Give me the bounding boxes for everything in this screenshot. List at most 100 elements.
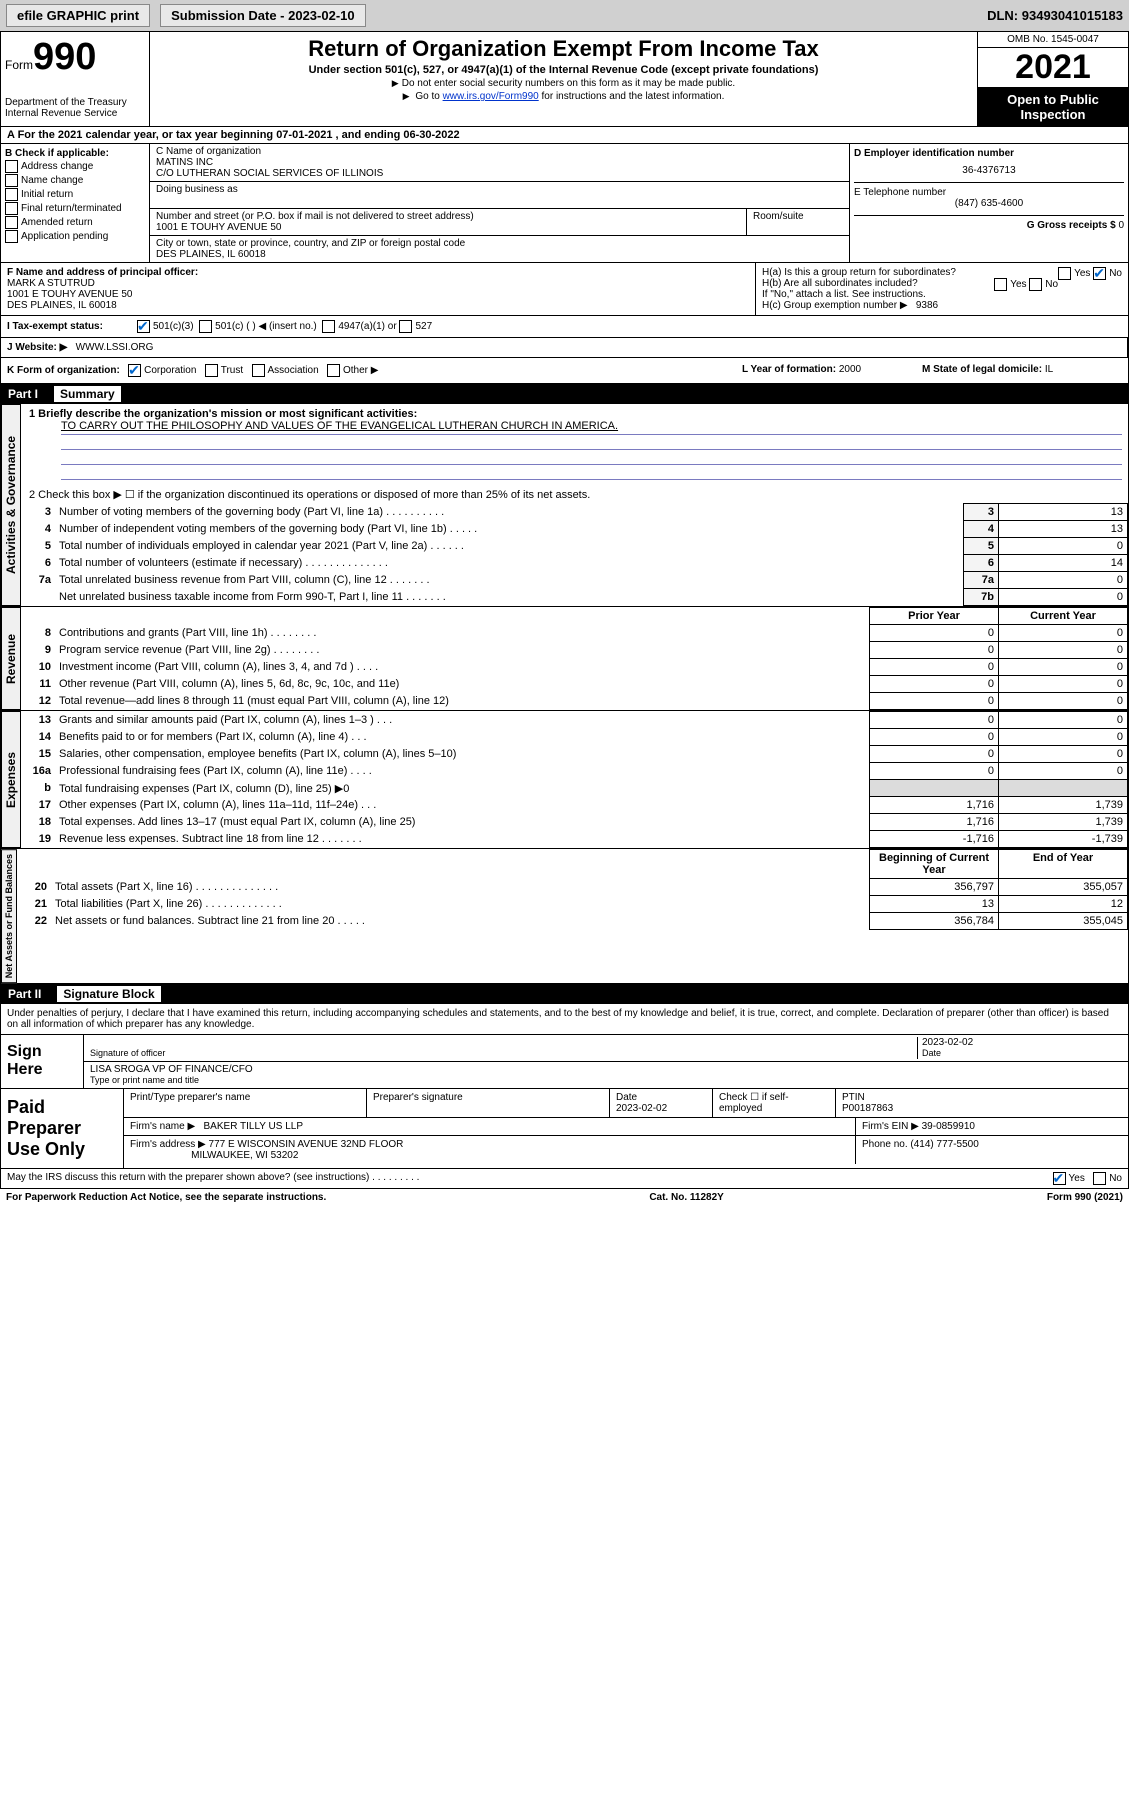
officer-name: MARK A STUTRUD [7,278,95,289]
end-year-hdr: End of Year [999,850,1128,879]
mission-text: TO CARRY OUT THE PHILOSOPHY AND VALUES O… [61,420,1122,435]
table-row: 9Program service revenue (Part VIII, lin… [21,642,1128,659]
governance-table: 3Number of voting members of the governi… [21,503,1128,606]
firm-ein-label: Firm's EIN ▶ [862,1121,919,1132]
current-year-hdr: Current Year [999,608,1128,625]
discuss-yes-checkbox[interactable] [1053,1172,1066,1185]
firm-addr-label: Firm's address ▶ [130,1139,206,1150]
self-employed-label: Check ☐ if self-employed [719,1092,789,1114]
hb-yes-checkbox[interactable] [994,278,1007,291]
row-fh: F Name and address of principal officer:… [0,263,1129,316]
dba-label: Doing business as [156,184,238,195]
table-row: 14Benefits paid to or for members (Part … [21,729,1128,746]
cat-no: Cat. No. 11282Y [649,1192,723,1203]
row-k-form-org: K Form of organization: Corporation Trus… [0,358,1129,384]
revenue-table: Prior Year Current Year 8Contributions a… [21,607,1128,710]
firm-addr1: 777 E WISCONSIN AVENUE 32ND FLOOR [209,1139,404,1150]
sig-officer-label: Signature of officer [90,1048,165,1058]
part1-title: Summary [54,386,121,402]
firm-name: BAKER TILLY US LLP [204,1121,304,1132]
room-label: Room/suite [753,211,804,222]
form-prefix: Form [5,58,33,72]
q1-label: 1 Briefly describe the organization's mi… [29,408,417,420]
efile-graphic-print-button[interactable]: efile GRAPHIC print [6,4,150,27]
other-checkbox[interactable] [327,364,340,377]
hb-label: H(b) Are all subordinates included? [762,278,918,289]
assoc-checkbox[interactable] [252,364,265,377]
group-return-box: H(a) Is this a group return for subordin… [756,263,1128,315]
corp-checkbox[interactable] [128,364,141,377]
4947-checkbox[interactable] [322,320,335,333]
omb-number: OMB No. 1545-0047 [978,32,1128,48]
block-bcd: B Check if applicable: Address change Na… [0,144,1129,263]
tax-status-label: I Tax-exempt status: [7,321,137,332]
final-return-checkbox[interactable] [5,202,18,215]
row-a-tax-year: A For the 2021 calendar year, or tax yea… [0,127,1129,144]
side-governance: Activities & Governance [1,404,21,606]
ssn-note: Do not enter social security numbers on … [158,78,969,89]
goto-pre: Go to [415,91,442,102]
part1-number: Part I [8,387,50,401]
dln-label: DLN: [987,8,1022,23]
website-label: J Website: ▶ [7,342,67,353]
527-checkbox[interactable] [399,320,412,333]
side-revenue: Revenue [1,607,21,710]
submission-date-value: 2023-02-10 [288,8,355,23]
firm-phone: (414) 777-5500 [910,1139,978,1150]
form-footer: Form 990 (2021) [1047,1192,1123,1203]
instructions-note: Go to www.irs.gov/Form990 for instructio… [158,91,969,102]
table-row: Net unrelated business taxable income fr… [21,589,1128,606]
initial-return-checkbox[interactable] [5,188,18,201]
amended-return-checkbox[interactable] [5,216,18,229]
sig-date: 2023-02-02 [922,1037,973,1048]
ha-no-checkbox[interactable] [1093,267,1106,280]
street-label: Number and street (or P.O. box if mail i… [156,211,474,222]
hb-no-checkbox[interactable] [1029,278,1042,291]
application-pending-checkbox[interactable] [5,230,18,243]
website-value: WWW.LSSI.ORG [76,342,154,353]
form-number: 990 [33,36,96,78]
col-d-ein-phone: D Employer identification number 36-4376… [850,144,1128,262]
form-subtitle: Under section 501(c), 527, or 4947(a)(1)… [158,64,969,76]
col-b-label: B Check if applicable: [5,148,109,159]
trust-checkbox[interactable] [205,364,218,377]
side-netassets: Net Assets or Fund Balances [1,849,17,983]
part1-header: Part I Summary [0,384,1129,404]
table-row: 17Other expenses (Part IX, column (A), l… [21,797,1128,814]
gross-value: 0 [1118,220,1124,231]
name-change-checkbox[interactable] [5,174,18,187]
form-year-box: OMB No. 1545-0047 2021 Open to Public In… [977,32,1128,126]
col-b-checkboxes: B Check if applicable: Address change Na… [1,144,150,262]
501c-checkbox[interactable] [199,320,212,333]
year-formation-value: 2000 [839,364,861,375]
irs-form990-link[interactable]: www.irs.gov/Form990 [443,91,539,102]
netassets-table: Beginning of Current Year End of Year 20… [17,849,1128,930]
firm-name-label: Firm's name ▶ [130,1121,195,1132]
signature-block: Under penalties of perjury, I declare th… [0,1004,1129,1089]
table-row: 3Number of voting members of the governi… [21,504,1128,521]
ein-label: D Employer identification number [854,148,1014,159]
city-label: City or town, state or province, country… [156,238,465,249]
table-row: 21Total liabilities (Part X, line 26) . … [17,896,1128,913]
row-i-tax-status: I Tax-exempt status: 501(c)(3) 501(c) ( … [0,316,1129,338]
firm-ein: 39-0859910 [922,1121,975,1132]
beg-year-hdr: Beginning of Current Year [870,850,999,879]
state-domicile-value: IL [1045,364,1053,375]
table-row: 11Other revenue (Part VIII, column (A), … [21,676,1128,693]
officer-typed-name: LISA SROGA VP OF FINANCE/CFO [90,1064,253,1075]
ein-value: 36-4376713 [854,165,1124,176]
prior-year-hdr: Prior Year [870,608,999,625]
discuss-question: May the IRS discuss this return with the… [7,1172,419,1185]
form-id-box: Form990 Department of the Treasury Inter… [1,32,150,126]
address-change-checkbox[interactable] [5,160,18,173]
501c3-checkbox[interactable] [137,320,150,333]
principal-officer: F Name and address of principal officer:… [1,263,756,315]
table-row: 7aTotal unrelated business revenue from … [21,572,1128,589]
tax-year: 2021 [978,48,1128,88]
table-row: 4Number of independent voting members of… [21,521,1128,538]
part1-body: Activities & Governance 1 Briefly descri… [0,404,1129,984]
ha-yes-checkbox[interactable] [1058,267,1071,280]
perjury-statement: Under penalties of perjury, I declare th… [1,1004,1128,1035]
side-expenses: Expenses [1,711,21,848]
discuss-no-checkbox[interactable] [1093,1172,1106,1185]
